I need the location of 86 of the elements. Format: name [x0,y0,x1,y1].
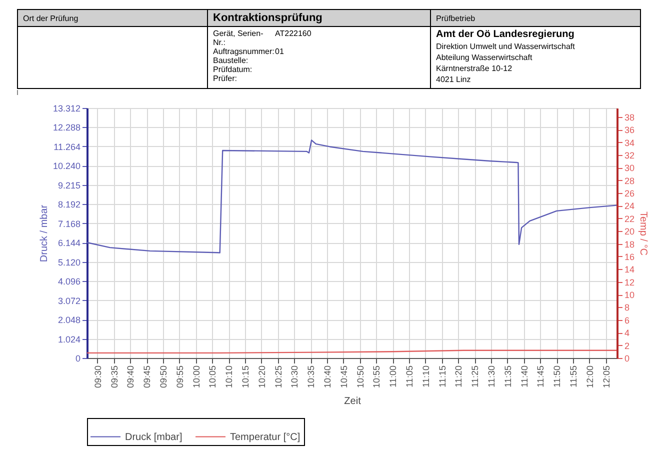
y2-tick-label: 28 [624,176,635,186]
y2-tick-label: 2 [624,340,630,351]
y2-tick-label: 34 [624,138,635,148]
x-tick-label: 10:25 [273,366,284,388]
text: Abteilung Wasserwirtschaft [436,53,534,62]
y-tick-label: 7.168 [58,218,80,229]
y-tick-label: 11.264 [54,142,80,152]
x-tick-label: 11:45 [536,366,546,388]
y-tick-label: 6.144 [58,238,80,248]
y-tick-label: 3.072 [58,296,80,306]
x-tick-label: 11:55 [568,366,579,388]
y-tick-label: 0 [75,354,80,364]
x-tick-label: 10:40 [322,366,333,388]
legend-label: Druck [mbar] [125,432,182,443]
text: 01 [275,47,284,56]
y2-tick-label: 16 [624,252,635,262]
text: Prüfdatum: [213,65,254,74]
x-tick-label: 10:05 [208,366,218,388]
y-axis-title: Druck / mbar [38,204,50,262]
x-tick-label: 09:35 [109,366,120,388]
y2-tick-label: 30 [624,163,635,174]
x-tick-label: 11:30 [486,366,497,388]
x-tick-label: 09:55 [174,366,185,388]
x-tick-label: 10:00 [191,366,202,388]
text: Gerät, Serien-Nr.: [213,29,264,47]
y2-tick-label: 22 [624,214,635,224]
y2-tick-label: 10 [624,290,635,300]
text: Prüfer: [213,74,238,83]
x-tick-label: 11:35 [502,366,513,388]
x-tick-label: 09:45 [142,366,152,388]
x-tick-label: 09:30 [92,366,103,388]
x-tick-label: 11:20 [454,366,464,388]
y-tick-label: 2.048 [58,315,80,326]
x-tick-label: 10:15 [240,366,251,388]
y2-tick-label: 12 [624,277,635,288]
x-tick-label: 11:40 [519,366,530,388]
text: Baustelle: [213,56,250,65]
y-tick-label: 10.240 [52,161,80,172]
y-tick-label: 9.215 [58,180,80,190]
legend-label: Temperatur [°C] [230,432,300,443]
x-tick-label: 10:20 [256,366,267,388]
y2-tick-label: 38 [624,112,635,122]
x-tick-label: 10:45 [338,366,349,388]
x-tick-label: 10:10 [224,366,234,388]
y2-tick-label: 36 [624,125,635,136]
x-tick-label: 10:50 [355,366,366,388]
y2-tick-label: 8 [624,302,630,313]
text: Ort der Prüfung [18,10,208,26]
y-tick-label: 8.192 [58,200,80,210]
y2-tick-label: 6 [624,315,630,326]
y2-tick-label: 18 [624,239,635,250]
text: Auftragsnummer: [213,47,275,56]
text: 4021 Linz [436,75,472,84]
x-tick-label: 11:00 [388,366,398,388]
x-tick-label: 12:05 [601,366,612,388]
x-axis-title: Zeit [344,396,362,408]
y2-tick-label: 32 [624,150,635,160]
y2-tick-label: 24 [624,201,635,212]
text: AT222160 [275,29,312,40]
text: Prüfbetrieb [430,10,640,26]
y-tick-label: 1.024 [58,334,80,344]
x-tick-label: 11:10 [420,366,431,388]
text: Kärntnerstraße 10-12 [436,64,514,73]
y2-axis-title: Temp / °C [638,211,649,256]
y-tick-label: 13.312 [52,104,80,114]
x-tick-label: 11:15 [437,366,448,388]
y2-tick-label: 14 [624,264,635,275]
y2-tick-label: 0 [624,354,630,364]
x-tick-label: 11:25 [470,366,480,388]
x-tick-label: 11:05 [404,366,415,388]
x-tick-label: 09:50 [158,366,169,388]
y2-tick-label: 20 [624,226,635,237]
x-tick-label: 11:50 [552,366,562,388]
y2-tick-label: 4 [624,328,630,338]
y-tick-label: 4.096 [58,276,80,287]
y2-tick-label: 26 [624,188,635,199]
text: Direktion Umwelt und Wasserwirtschaft [436,42,576,51]
x-tick-label: 09:40 [126,366,136,388]
text: Amt der Oö Landesregierung [436,29,576,40]
x-tick-label: 10:55 [372,366,382,388]
x-tick-label: 10:35 [306,366,316,388]
y-tick-label: 12.288 [52,122,80,133]
x-tick-label: 10:30 [290,366,300,388]
y-tick-label: 5.120 [58,257,80,268]
x-tick-label: 12:00 [584,366,595,388]
chart-title: Kontraktionsprüfung [208,10,430,26]
